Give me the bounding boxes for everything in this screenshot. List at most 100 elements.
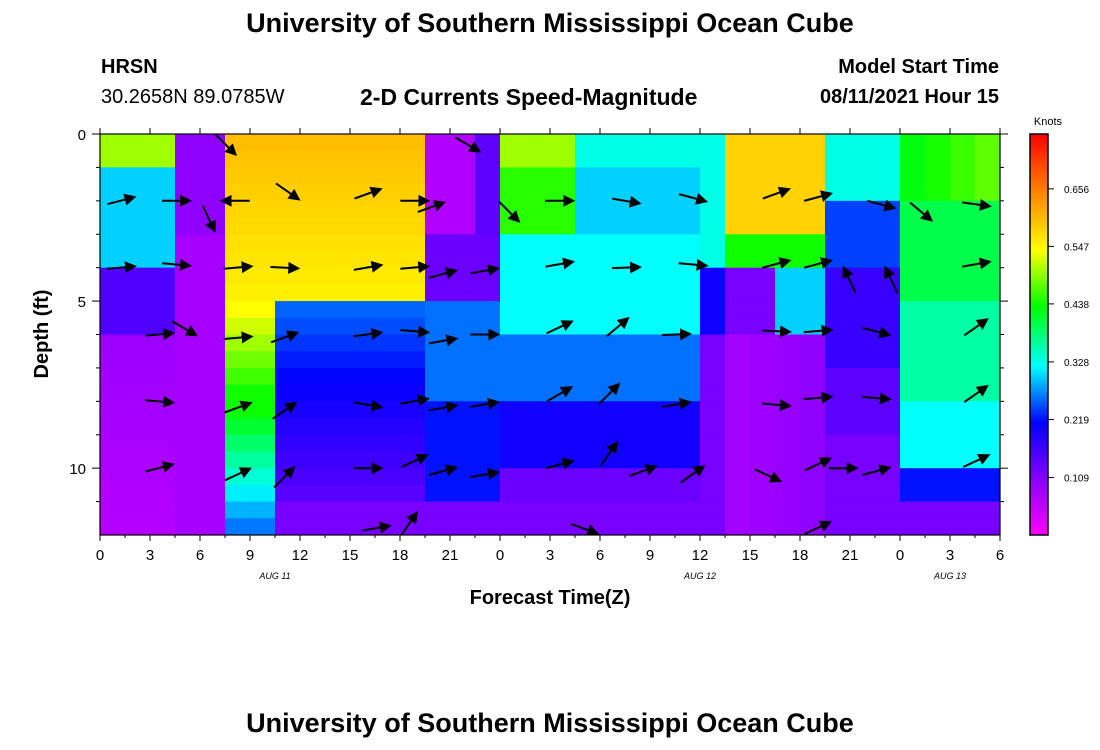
heatmap-cell (850, 134, 876, 152)
heatmap-cell (525, 301, 551, 319)
heatmap-cell (100, 134, 126, 152)
heatmap-cell (200, 284, 226, 302)
model-start-label: Model Start Time (838, 56, 999, 78)
heatmap-cell (100, 334, 126, 352)
heatmap-cell (100, 267, 126, 285)
heatmap-cell (825, 317, 851, 336)
current-vector-arrow (417, 200, 446, 213)
heatmap-cell (425, 284, 451, 302)
heatmap-cell (475, 518, 501, 535)
heatmap-cell (675, 451, 701, 469)
heatmap-cell (200, 501, 226, 519)
current-vector-arrow (598, 382, 621, 405)
heatmap-cell (250, 501, 276, 519)
heatmap-cell (725, 401, 751, 419)
heatmap-cell (450, 184, 476, 202)
heatmap-cell (375, 484, 401, 503)
heatmap-cell (175, 301, 201, 319)
current-vector-arrow (107, 193, 137, 206)
heatmap-cell (800, 217, 826, 235)
heatmap-cell (925, 150, 951, 168)
heatmap-cell (300, 267, 326, 285)
heatmap-cell (700, 234, 726, 252)
current-vector-arrow (803, 190, 834, 202)
heatmap-cell (175, 367, 201, 386)
heatmap-cell (575, 384, 601, 402)
heatmap-cell (375, 418, 401, 436)
heatmap-cell (625, 334, 651, 352)
heatmap-cell (650, 384, 676, 402)
heatmap-cell (900, 367, 926, 386)
heatmap-cell (625, 267, 651, 285)
heatmap-cell (925, 384, 951, 402)
heatmap-cell (400, 301, 426, 319)
heatmap-cell (100, 150, 126, 168)
heatmap-cell (400, 251, 426, 269)
x-tick-label: 0 (896, 547, 904, 564)
heatmap-cell (350, 267, 376, 285)
heatmap-cell (700, 418, 726, 436)
heatmap-cell (900, 434, 926, 453)
heatmap-cell (675, 501, 701, 519)
heatmap-cell (850, 234, 876, 252)
heatmap-cell (900, 167, 926, 185)
heatmap-cell (675, 200, 701, 219)
heatmap-cell (900, 501, 926, 519)
current-vector-arrow (145, 395, 176, 408)
heatmap-cell (225, 251, 251, 269)
heatmap-cell (100, 234, 126, 252)
heatmap-cell (225, 418, 251, 436)
heatmap-cell (250, 301, 276, 319)
heatmap-cell (125, 200, 151, 219)
heatmap-cell (225, 351, 251, 369)
heatmap-cell (250, 200, 276, 219)
heatmap-cell (250, 317, 276, 336)
heatmap-cell (950, 351, 976, 369)
date-label: AUG 13 (933, 571, 966, 581)
heatmap-cell (900, 200, 926, 219)
heatmap-cell (725, 251, 751, 269)
heatmap-cell (400, 351, 426, 369)
heatmap-cell (550, 150, 576, 168)
x-tick-label: 3 (946, 547, 954, 564)
heatmap-cell (175, 284, 201, 302)
heatmap-cell (525, 184, 551, 202)
heatmap-cell (750, 284, 776, 302)
current-vector-arrow (454, 136, 482, 153)
heatmap-cell (125, 234, 151, 252)
heatmap-cell (825, 451, 851, 469)
heatmap-cell (250, 418, 276, 436)
heatmap-cell (825, 518, 851, 535)
heatmap-cell (975, 334, 1000, 352)
heatmap-cell (175, 267, 201, 285)
heatmap-cell (525, 317, 551, 336)
heatmap-cell (125, 167, 151, 185)
current-vector-arrow (270, 330, 300, 344)
heatmap-cell (850, 484, 876, 503)
heatmap-cell (325, 484, 351, 503)
heatmap-cell (475, 367, 501, 386)
heatmap-cell (400, 484, 426, 503)
heatmap-cell (550, 284, 576, 302)
heatmap-cell (700, 217, 726, 235)
heatmap-cell (350, 334, 376, 352)
heatmap-cell (550, 401, 576, 419)
heatmap-cell (875, 334, 901, 352)
heatmap-cell (700, 134, 726, 152)
heatmap-cell (475, 317, 501, 336)
heatmap-cell (725, 167, 751, 185)
heatmap-cell (200, 418, 226, 436)
heatmap-cell (850, 267, 876, 285)
heatmap-cell (300, 251, 326, 269)
heatmap-cell (475, 217, 501, 235)
heatmap-cell (575, 434, 601, 453)
heatmap-cell (600, 217, 626, 235)
heatmap-cell (775, 501, 801, 519)
heatmap-cell (575, 451, 601, 469)
heatmap-cell (275, 351, 301, 369)
heatmap-cell (200, 518, 226, 535)
heatmap-cell (975, 484, 1000, 503)
heatmap-cell (100, 301, 126, 319)
heatmap-cell (350, 217, 376, 235)
heatmap-cell (425, 468, 451, 486)
